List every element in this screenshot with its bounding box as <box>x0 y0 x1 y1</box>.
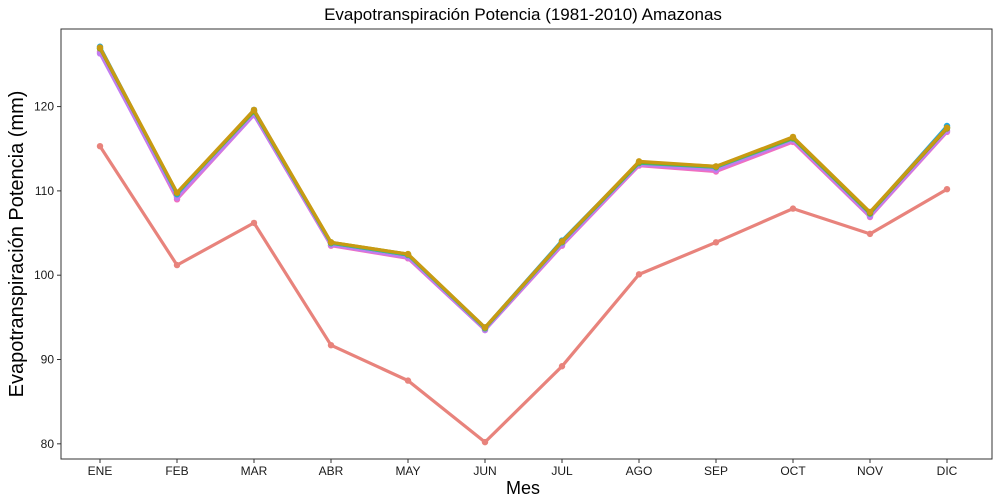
data-point <box>943 124 951 131</box>
plot-panel-border <box>60 28 993 460</box>
series-1 <box>96 142 951 446</box>
y-tick-label: 110 <box>35 184 54 198</box>
x-tick-label: ABR <box>319 464 344 478</box>
data-point <box>173 189 181 196</box>
data-point <box>481 324 489 331</box>
x-axis: ENE FEB MAR ABR MAY JUN JUL AGO SEP OCT NOV DIC <box>88 459 958 478</box>
y-axis-title: Evapotranspiración Potencia (mm) <box>6 91 28 398</box>
data-point <box>789 133 797 141</box>
data-point <box>96 44 104 51</box>
x-tick-label: AGO <box>626 464 653 478</box>
y-tick-label: 100 <box>34 268 54 282</box>
x-tick-label: SEP <box>704 464 728 478</box>
y-axis: 80 90 100 110 120 <box>34 100 61 451</box>
data-point <box>250 219 258 227</box>
data-point <box>558 238 566 245</box>
data-point <box>866 208 874 216</box>
series-layer <box>96 43 951 446</box>
series-line <box>98 144 949 444</box>
x-tick-label: DIC <box>937 464 958 478</box>
y-tick-label: 90 <box>41 353 55 367</box>
data-point <box>712 163 720 170</box>
x-tick-label: MAR <box>241 464 268 478</box>
data-point <box>96 142 104 150</box>
data-point <box>943 185 951 193</box>
y-tick-label: 80 <box>41 437 55 451</box>
chart-title: Evapotranspiración Potencia (1981-2010) … <box>324 5 722 24</box>
x-tick-label: JUN <box>473 464 496 478</box>
data-point <box>635 271 643 278</box>
data-point <box>866 230 874 238</box>
data-point <box>404 377 412 384</box>
y-tick-label: 120 <box>34 100 54 114</box>
data-point <box>250 106 258 114</box>
data-point <box>404 250 412 258</box>
data-point <box>327 341 335 349</box>
x-axis-title: Mes <box>506 478 540 498</box>
data-point <box>712 239 720 246</box>
data-point <box>558 363 566 370</box>
x-tick-label: NOV <box>857 464 883 478</box>
data-point <box>635 158 643 165</box>
data-point <box>789 205 797 212</box>
x-tick-label: OCT <box>780 464 806 478</box>
series-7 <box>96 44 951 331</box>
x-tick-label: ENE <box>88 464 113 478</box>
x-tick-label: FEB <box>165 464 188 478</box>
data-point <box>327 239 335 246</box>
data-point <box>481 438 489 446</box>
data-point <box>173 261 181 269</box>
x-tick-label: JUL <box>551 464 573 478</box>
series-line <box>98 45 949 330</box>
x-tick-label: MAY <box>395 464 420 478</box>
